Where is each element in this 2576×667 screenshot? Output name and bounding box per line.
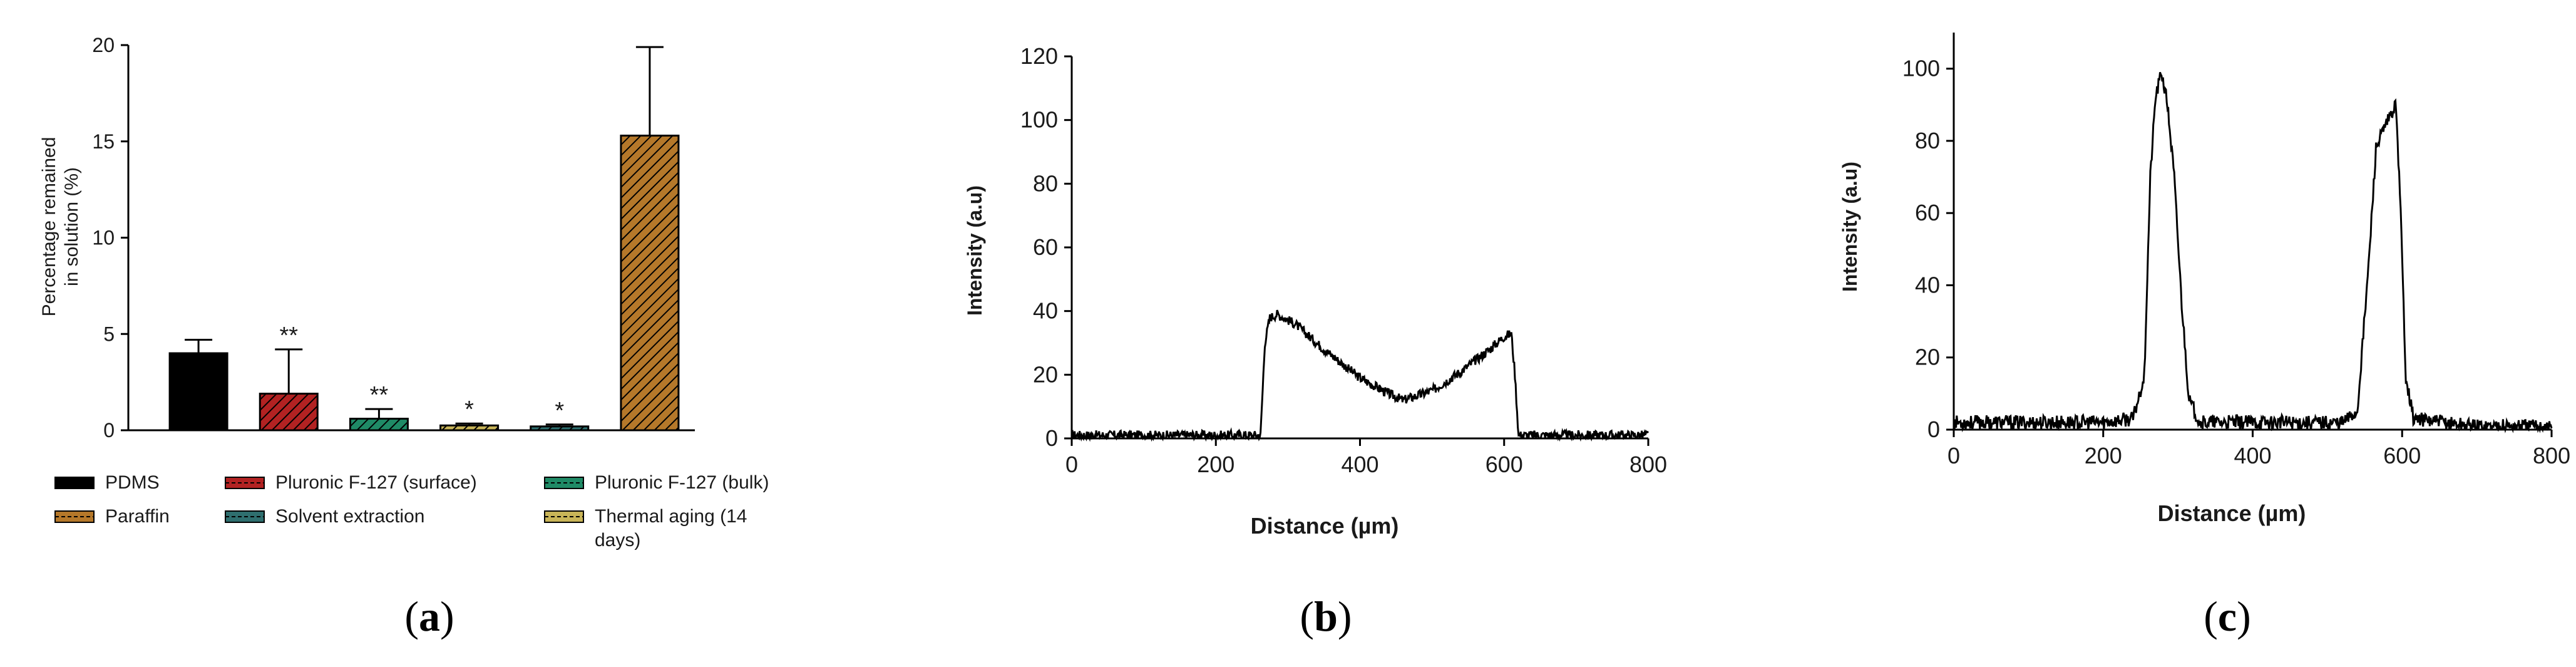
chart-a-legend-label: Paraffin [105,506,170,527]
chart-a-bar [259,393,319,432]
chart-a-legend: PDMS Pluronic F-127 (surface) Pluronic F-1… [54,472,769,551]
chart-a-bar [168,352,228,432]
chart-a-ytick-label: 15 [92,130,115,153]
chart-b-xtick-label: 600 [1486,452,1523,477]
chart-c-xtick-label: 400 [2234,443,2271,468]
chart-c-ytick-label: 0 [1927,416,1940,442]
chart-b-ytick-label: 80 [1033,170,1058,196]
chart-a-bar [439,424,500,432]
chart-b-xtick-label: 200 [1197,452,1234,477]
chart-a-bar [620,135,680,432]
panel-caption-b: (b) [1300,592,1352,640]
chart-c-ytick-label: 40 [1915,272,1940,297]
chart-b-ylabel: Intensity (a.u) [963,185,986,316]
chart-c-xtick-label: 200 [2085,443,2122,468]
chart-a-ytick-label: 10 [92,227,115,249]
chart-a-legend-label: PDMS [105,472,160,493]
chart-a-significance-label: * [464,396,474,423]
chart-a-significance-label: ** [279,323,298,349]
chart-a-significance-label: * [555,398,564,424]
chart-c-ytick-label: 80 [1915,128,1940,153]
chart-a-ytick-label: 5 [103,323,115,345]
chart-b-xtick-label: 0 [1065,452,1078,477]
chart-c-xtick-label: 600 [2383,443,2421,468]
chart-a-bar [530,425,590,432]
chart-b-xtick-label: 400 [1341,452,1378,477]
chart-a-ytick-label: 20 [92,34,115,56]
panel-caption-c: (c) [2204,592,2251,640]
chart-a-bar: Percentage remained in solution (%) 0 5 10… [39,34,769,551]
chart-c-ytick-label: 100 [1902,56,1940,81]
chart-a-ylabel-line1: Percentage remained [39,137,59,317]
chart-c-xlabel: Distance (µm) [2158,500,2306,526]
chart-b-line: Intensity (a.u) Distance (µm) 0 20 40 60 80 1… [963,43,1667,539]
chart-b-series-line [1071,309,1650,442]
chart-b-ytick-label: 120 [1020,43,1058,69]
chart-b-ytick-label: 60 [1033,234,1058,260]
chart-c-xtick-label: 0 [1947,443,1960,468]
chart-a-legend-label: Pluronic F-127 (bulk) [595,472,769,493]
chart-a-legend-label: days) [595,530,640,551]
chart-c-ylabel: Intensity (a.u) [1839,162,1861,292]
chart-a-legend-label: Pluronic F-127 (surface) [275,472,477,493]
chart-a-legend-label: Thermal aging (14 [595,506,747,527]
chart-c-line: Intensity (a.u) Distance (µm) 0 20 40 60 80 1… [1839,33,2570,526]
chart-b-ytick-label: 0 [1045,425,1058,451]
chart-b-xlabel: Distance (µm) [1251,513,1399,539]
chart-a-ylabel-line2: in solution (%) [61,167,82,286]
chart-c-ytick-label: 20 [1915,344,1940,370]
chart-b-xtick-label: 800 [1629,452,1667,477]
chart-b-ytick-label: 40 [1033,298,1058,324]
chart-c-axes: 0 20 40 60 80 100 0 200 400 600 800 [1902,33,2570,468]
chart-a-bars: ***** * [168,46,680,432]
chart-c-ytick-label: 60 [1915,200,1940,225]
chart-b-ytick-label: 100 [1020,107,1058,133]
chart-c-xtick-label: 800 [2533,443,2570,468]
chart-a-bar [349,418,409,432]
chart-a-ytick-label: 0 [103,419,115,442]
panel-caption-a: (a) [404,592,454,640]
chart-b-ytick-label: 20 [1033,361,1058,387]
chart-c-series-line [1953,71,2553,433]
chart-a-legend-label: Solvent extraction [275,506,424,527]
chart-a-significance-label: ** [370,382,389,408]
chart-b-axes: 0 20 40 60 80 100 120 0 200 400 600 800 [1020,43,1667,477]
